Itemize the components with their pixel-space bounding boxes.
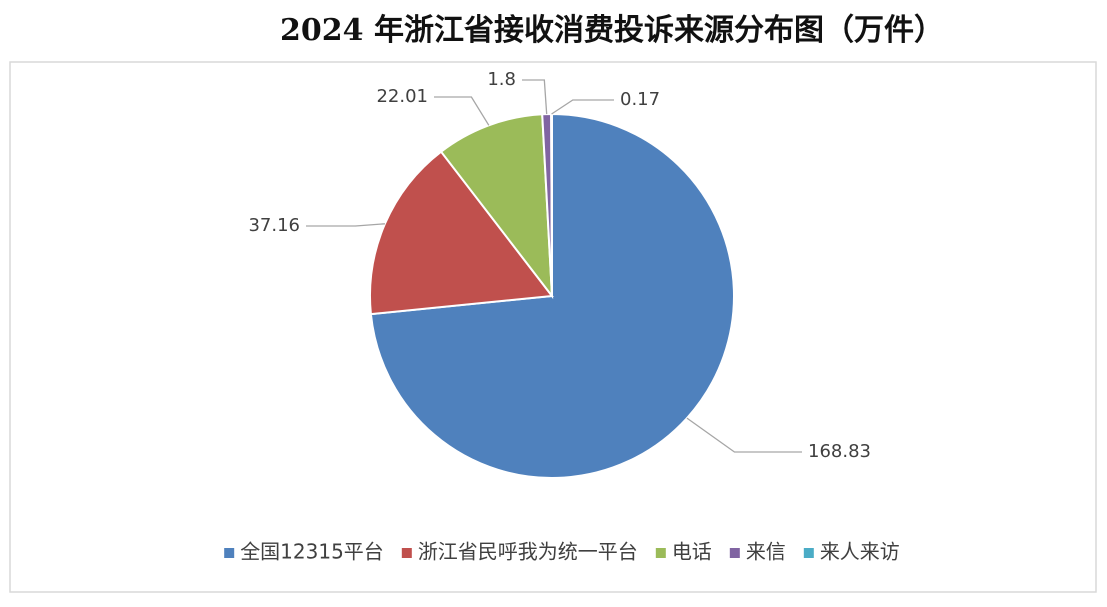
pie-slice [369, 150, 554, 316]
legend-swatch [224, 548, 235, 558]
legend-label: 电话 [672, 540, 712, 564]
legend-swatch [729, 548, 740, 558]
leader-line [686, 417, 802, 453]
legend-swatch [401, 548, 412, 558]
legend-swatch [803, 548, 814, 558]
leader-line [522, 79, 548, 115]
legend-swatch [655, 548, 666, 558]
leader-line [306, 223, 385, 227]
pie-slice [550, 112, 553, 297]
legend-item: 浙江省民呼我为统一平台 [401, 540, 638, 564]
leader-line [551, 99, 614, 115]
legend-label: 来信 [746, 540, 786, 564]
data-label: 0.17 [620, 89, 660, 110]
data-label: 1.8 [487, 69, 516, 90]
legend-item: 全国12315平台 [224, 540, 384, 564]
legend-item: 来信 [729, 540, 786, 564]
data-label: 37.16 [248, 215, 300, 236]
legend: 全国12315平台 浙江省民呼我为统一平台 电话 来信 来人来访 [224, 540, 900, 564]
chart-title: 2024 年浙江省接收消费投诉来源分布图（万件） [280, 13, 944, 48]
legend-label: 浙江省民呼我为统一平台 [418, 540, 638, 564]
legend-label: 全国12315平台 [240, 540, 384, 564]
pie-slice [439, 113, 554, 300]
legend-item: 来人来访 [803, 540, 900, 564]
data-label: 168.83 [808, 441, 871, 462]
legend-label: 来人来访 [820, 540, 900, 564]
data-label: 22.01 [376, 86, 428, 107]
legend-item: 电话 [655, 540, 712, 564]
pie: 168.83 37.16 22.01 1.8 0.17 [248, 69, 871, 479]
leader-line [434, 96, 490, 126]
chart-frame [9, 61, 1097, 593]
